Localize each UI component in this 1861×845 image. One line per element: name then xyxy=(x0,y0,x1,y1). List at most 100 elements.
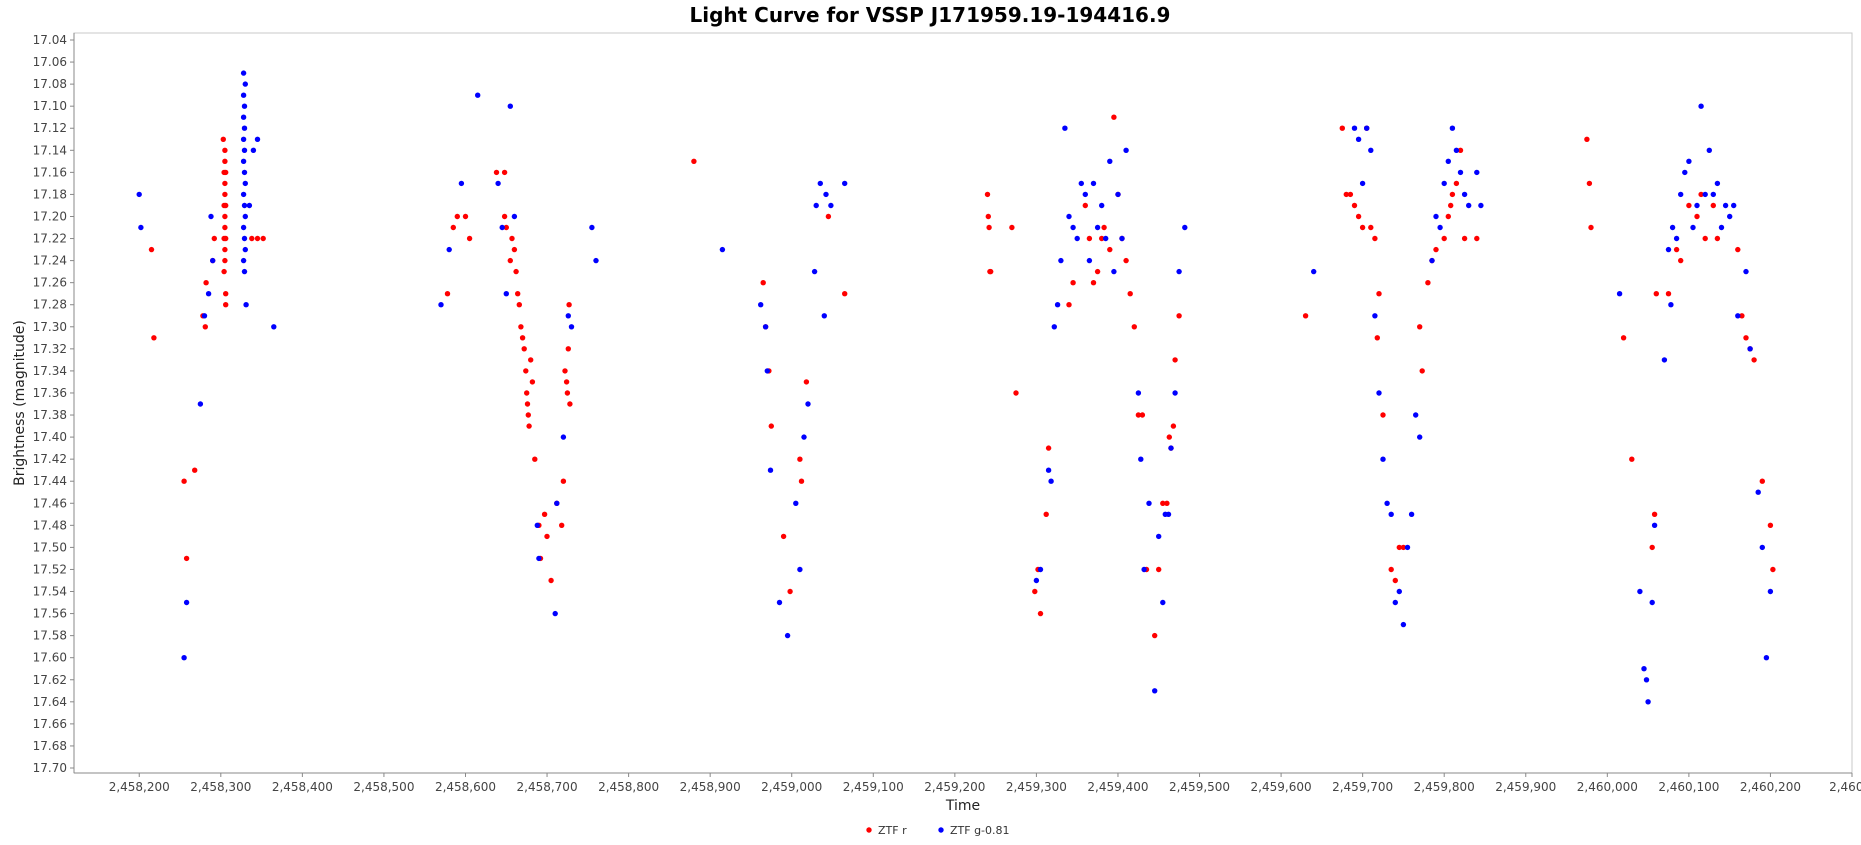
ztf-r-point xyxy=(223,302,229,308)
ztf-r-point xyxy=(1037,610,1044,617)
data-points xyxy=(136,70,1776,705)
ztf-g-point xyxy=(1048,478,1054,484)
ztf-r-point xyxy=(222,246,228,253)
ztf-g-point xyxy=(817,180,823,187)
x-tick-label: 2,459,300 xyxy=(1006,780,1067,794)
legend-label: ZTF g-0.81 xyxy=(950,824,1010,837)
ztf-r-point xyxy=(1678,257,1684,264)
ztf-r-point xyxy=(1107,246,1113,253)
ztf-g-point xyxy=(240,191,247,198)
ztf-g-point xyxy=(495,180,501,187)
ztf-r-point xyxy=(988,268,994,275)
ztf-g-point xyxy=(793,500,799,506)
ztf-r-point xyxy=(529,379,536,385)
ztf-g-point xyxy=(536,555,542,562)
ztf-r-point xyxy=(1620,335,1627,341)
ztf-r-point xyxy=(222,191,228,198)
ztf-g-point xyxy=(241,103,248,109)
ztf-g-point xyxy=(1376,390,1382,396)
ztf-r-point xyxy=(541,511,548,517)
ztf-r-point xyxy=(780,533,787,540)
ztf-g-point xyxy=(593,257,599,264)
ztf-g-point xyxy=(1437,224,1443,231)
y-tick-label: 17.56 xyxy=(33,607,67,621)
ztf-r-point xyxy=(544,533,550,540)
x-axis-label: Time xyxy=(945,798,980,814)
ztf-g-point xyxy=(1722,202,1729,209)
ztf-r-point xyxy=(254,235,261,242)
ztf-g-point xyxy=(1445,158,1452,164)
ztf-g-point xyxy=(1735,313,1741,319)
ztf-r-point xyxy=(1710,202,1717,209)
ztf-r-point xyxy=(524,401,531,407)
ztf-r-point xyxy=(1032,588,1038,595)
ztf-r-point xyxy=(1372,235,1378,242)
ztf-r-point xyxy=(1396,544,1403,551)
y-tick-label: 17.46 xyxy=(33,496,67,510)
legend-marker xyxy=(866,827,872,833)
ztf-g-point xyxy=(1478,202,1484,209)
ztf-g-point xyxy=(210,257,216,264)
ztf-g-point xyxy=(511,213,518,220)
ztf-r-point xyxy=(566,302,572,308)
ztf-r-point xyxy=(221,268,227,275)
ztf-g-point xyxy=(1311,268,1317,275)
ztf-r-point xyxy=(1351,202,1358,209)
ztf-r-point xyxy=(1694,213,1700,220)
ztf-g-point xyxy=(1160,599,1166,606)
ztf-g-point xyxy=(811,268,818,275)
ztf-g-point xyxy=(241,125,248,131)
y-tick-label: 17.18 xyxy=(33,187,67,201)
ztf-g-point xyxy=(1045,467,1052,473)
x-tick-label: 2,460,000 xyxy=(1577,780,1638,794)
ztf-g-point xyxy=(1449,125,1456,131)
ztf-g-point xyxy=(475,92,481,98)
ztf-r-point xyxy=(1759,478,1766,484)
y-tick-label: 17.16 xyxy=(33,165,67,179)
x-tick-label: 2,458,300 xyxy=(190,780,251,794)
ztf-r-point xyxy=(1651,511,1658,517)
ztf-g-point xyxy=(241,235,248,242)
ztf-r-point xyxy=(1090,280,1097,286)
ztf-r-point xyxy=(1629,456,1635,462)
ztf-g-point xyxy=(1355,136,1362,142)
ztf-r-point xyxy=(249,235,255,242)
ztf-g-point xyxy=(1123,147,1129,153)
ztf-g-point xyxy=(1388,511,1394,517)
ztf-r-point xyxy=(1131,324,1138,330)
ztf-r-point xyxy=(1388,566,1394,573)
ztf-g-point xyxy=(1051,324,1058,330)
x-tick-label: 2,459,800 xyxy=(1414,780,1475,794)
ztf-g-point xyxy=(565,313,571,319)
ztf-r-point xyxy=(1127,291,1133,297)
ztf-r-point xyxy=(260,235,266,242)
y-tick-label: 17.54 xyxy=(33,585,67,599)
ztf-g-point xyxy=(1033,577,1040,584)
ztf-r-point xyxy=(1702,235,1708,242)
x-tick-label: 2,459,100 xyxy=(843,780,904,794)
ztf-r-point xyxy=(223,291,229,297)
x-tick-label: 2,459,400 xyxy=(1087,780,1148,794)
chart-title: Light Curve for VSSP J171959.19-194416.9 xyxy=(690,3,1171,27)
y-tick-label: 17.70 xyxy=(33,761,67,775)
ztf-r-point xyxy=(223,202,229,209)
ztf-r-point xyxy=(222,224,228,231)
ztf-r-point xyxy=(1474,235,1480,242)
ztf-r-point xyxy=(1586,180,1593,187)
ztf-r-point xyxy=(1176,313,1182,319)
ztf-r-point xyxy=(1392,577,1399,584)
y-tick-label: 17.30 xyxy=(33,320,67,334)
ztf-r-point xyxy=(1013,390,1019,396)
ztf-g-point xyxy=(554,500,560,506)
ztf-g-point xyxy=(719,246,726,253)
ztf-g-point xyxy=(181,655,187,661)
ztf-g-point xyxy=(250,147,257,153)
ztf-r-point xyxy=(1043,511,1049,517)
y-tick-label: 17.62 xyxy=(33,673,67,687)
ztf-r-point xyxy=(526,423,532,429)
ztf-g-point xyxy=(1417,434,1423,440)
ztf-r-point xyxy=(1714,235,1721,242)
ztf-g-point xyxy=(1384,500,1390,506)
ztf-g-point xyxy=(201,313,208,319)
ztf-g-point xyxy=(1747,346,1753,352)
